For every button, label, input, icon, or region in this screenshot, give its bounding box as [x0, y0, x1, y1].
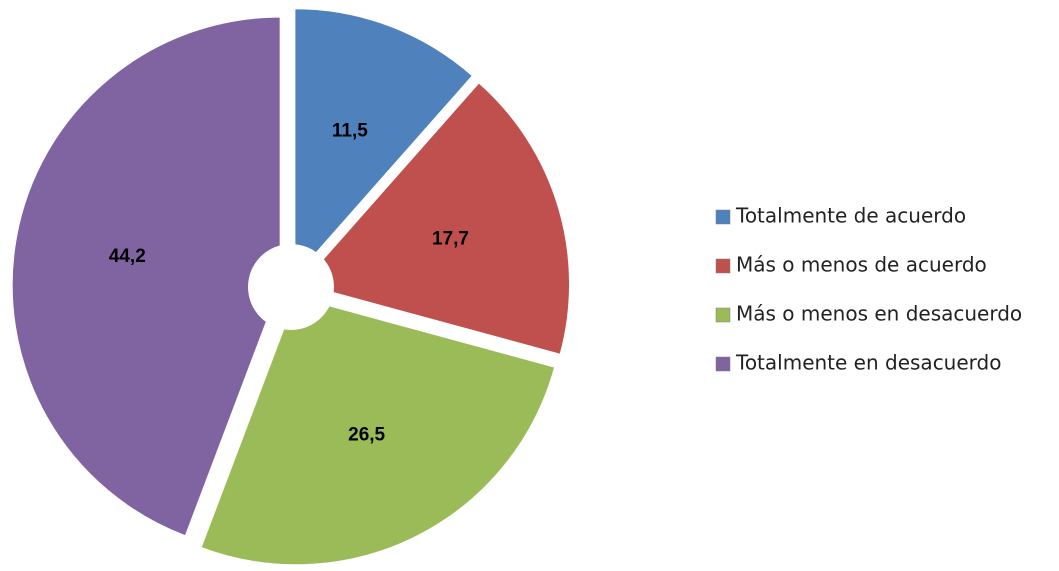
legend-swatch: [715, 356, 731, 372]
hole: [248, 244, 334, 330]
legend-label: Totalmente en desacuerdo: [735, 351, 1001, 375]
slice: [11, 16, 281, 537]
slice: [200, 296, 556, 566]
slice: [294, 8, 473, 279]
legend-swatch: [715, 307, 731, 323]
value-label: 11,5: [332, 120, 368, 141]
legend-label: Totalmente de acuerdo: [735, 204, 966, 228]
value-label: 44,2: [109, 246, 146, 267]
legend-swatch: [715, 209, 731, 225]
legend-label: Más o menos en desacuerdo: [736, 302, 1022, 326]
value-label: 17,7: [432, 228, 469, 249]
legend-swatch: [715, 258, 731, 274]
legend-label: Más o menos de acuerdo: [736, 253, 987, 277]
value-label: 26,5: [348, 424, 385, 445]
slice: [300, 82, 571, 355]
